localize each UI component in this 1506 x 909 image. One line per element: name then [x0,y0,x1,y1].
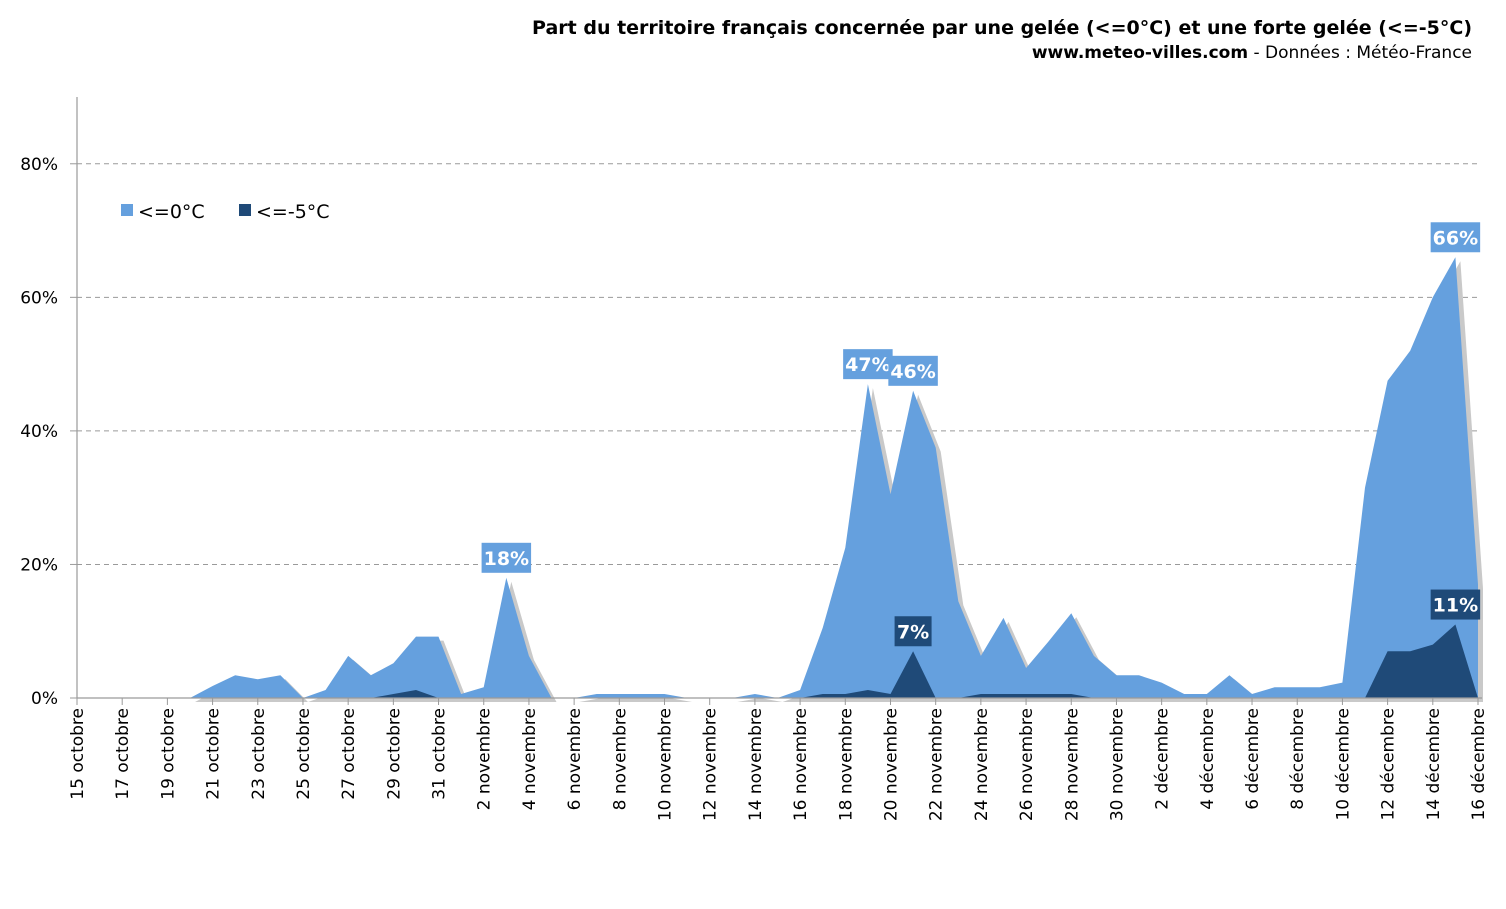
x-tick-label: 20 novembre [881,708,901,821]
x-tick-label: 22 novembre [927,708,947,821]
x-tick-label: 29 octobre [384,708,404,800]
callout-box [888,355,938,386]
series-area-gelee [77,257,1478,698]
x-tick-label: 31 octobre [430,708,450,800]
grid-lines [77,163,1478,565]
callout-label: 18% [484,548,529,570]
y-tick-label: 40% [20,422,58,442]
x-tick-label: 27 octobre [339,708,359,800]
source-site: www.meteo-villes.com [1031,43,1249,63]
legend-swatch [239,204,251,216]
x-tick-label: 8 décembre [1288,708,1308,810]
source-text: - Données : Météo-France [1248,43,1472,63]
y-tick-label: 0% [31,689,58,709]
chart-subtitle: www.meteo-villes.com - Données : Météo-F… [1032,43,1472,63]
callout-label: 46% [890,361,935,383]
x-tick-label: 12 novembre [701,708,721,821]
x-tick-label: 14 décembre [1424,708,1444,821]
legend-label: <=0°C [138,201,205,223]
x-tick-label: 23 octobre [249,708,269,800]
legend: <=0°C <=-5°C [121,201,330,223]
x-tick-label: 14 novembre [746,708,766,821]
y-axis-ticks: 0% 20% 40% 60% 80% [20,155,77,709]
x-axis-ticks: 15 octobre 17 octobre 19 octobre 21 octobre… [68,698,1489,821]
x-tick-label: 12 décembre [1379,708,1399,821]
callout-label: 11% [1433,595,1478,617]
callout-box [843,349,893,380]
x-tick-label: 17 octobre [113,708,133,800]
callout-box [894,616,932,647]
callout-box [481,542,532,573]
callout-label: 7% [897,621,929,643]
legend-swatch [121,204,133,216]
data-callouts: 18% 47% 46% 66% 7% 11% [481,222,1481,647]
series-shadow [82,261,1483,702]
callout-label: 47% [845,354,890,376]
axes [76,97,1482,699]
legend-label: <=-5°C [256,201,330,223]
x-tick-label: 8 novembre [610,708,630,810]
x-tick-label: 10 décembre [1333,708,1353,821]
x-tick-label: 2 décembre [1153,708,1173,810]
x-tick-label: 21 octobre [204,708,224,800]
x-tick-label: 6 décembre [1243,708,1263,810]
callout-box [1430,589,1481,620]
callout-label: 66% [1433,227,1478,249]
x-tick-label: 6 novembre [565,708,585,810]
x-tick-label: 28 novembre [1062,708,1082,821]
x-tick-label: 10 novembre [656,708,676,821]
callout-box [1430,222,1481,253]
chart-title: Part du territoire français concernée pa… [532,17,1472,39]
x-tick-label: 16 décembre [1469,708,1489,821]
x-tick-label: 18 novembre [836,708,856,821]
x-tick-label: 2 novembre [475,708,495,810]
y-tick-label: 60% [20,288,58,308]
x-tick-label: 24 novembre [972,708,992,821]
x-tick-label: 26 novembre [1017,708,1037,821]
x-tick-label: 25 octobre [294,708,314,800]
y-tick-label: 20% [20,555,58,575]
x-tick-label: 30 novembre [1107,708,1127,821]
x-tick-label: 4 novembre [520,708,540,810]
x-tick-label: 4 décembre [1198,708,1218,810]
x-tick-label: 15 octobre [68,708,88,800]
x-tick-label: 16 novembre [791,708,811,821]
area-series [77,257,1483,702]
x-tick-label: 19 octobre [158,708,178,800]
y-tick-label: 80% [20,155,58,175]
